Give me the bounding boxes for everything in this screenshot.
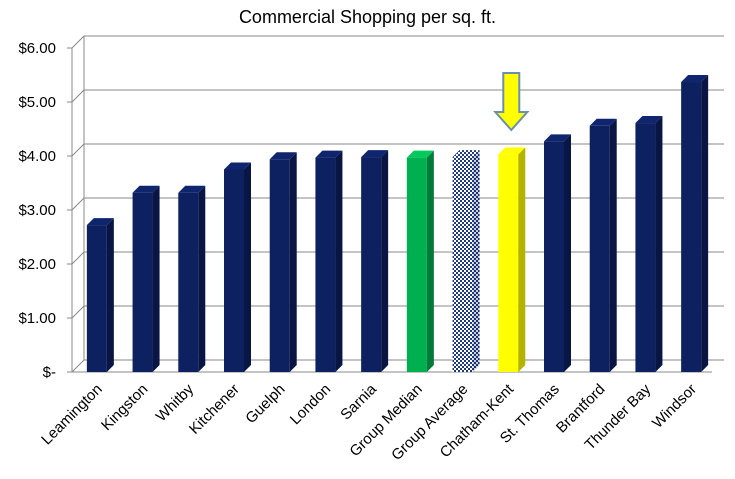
bar-front [589,125,610,372]
bar-front [269,159,290,372]
gridline-diag [71,35,85,49]
gridline-diag [71,305,85,319]
bar-front [681,82,702,373]
bar-top [178,185,206,193]
y-tick-label: $2.00 [18,256,56,273]
x-tick-label: Leamington [38,381,105,448]
bar-side [244,162,251,372]
bar-group-median [406,150,434,372]
bar-guelph [269,152,297,372]
highlight-arrow [493,72,530,132]
gridlines [71,35,724,373]
bar-side [426,150,434,372]
gridline-diag [71,359,85,373]
bar-side [564,134,571,372]
bar-kingston [132,185,160,372]
y-tick-label: $- [43,364,56,381]
bar-side [198,185,206,372]
bar-london [315,150,343,372]
x-tick-label: Sarnia [337,380,380,423]
bar-top [452,150,480,158]
bar-top [681,75,709,83]
gridline-diag [71,143,85,157]
bar-side [381,150,389,372]
bar-group-average [452,150,480,372]
bar-front [635,123,656,372]
bar-side [609,118,617,372]
bar-leamington [86,218,114,372]
bar-front [498,154,519,372]
bar-front [544,141,564,372]
bar-side [472,150,480,372]
bar-st-thomas [544,134,571,372]
bar-top [269,152,297,160]
x-tick-label: Windsor [649,381,700,432]
bar-side [152,185,160,372]
down-arrow-icon [493,72,530,132]
x-tick-label: London [287,381,334,428]
bar-top [635,116,663,124]
bar-top [224,162,251,170]
bar-windsor [681,75,709,373]
bar-kitchener [224,162,251,372]
bar-front [86,225,107,372]
bar-side [518,147,526,372]
x-tick-label: Kingston [98,381,151,434]
bar-front [132,192,153,372]
gridline-diag [71,251,85,265]
bar-side [106,218,114,372]
gridline-diag [71,89,85,103]
bar-front [406,157,427,372]
bar-top [498,147,526,155]
x-tick-label: Kitchener [186,381,243,438]
y-tick-label: $6.00 [18,40,56,57]
bar-thunder-bay [635,116,663,372]
bar-sarnia [361,150,389,372]
bar-side [289,152,297,372]
bar-top [86,218,114,226]
bar-front [361,157,382,372]
y-tick-label: $3.00 [18,202,56,219]
bar-top [361,150,389,158]
bar-top [406,150,434,158]
bar-front [315,157,336,372]
bar-side [701,75,709,373]
bar-chatham-kent [498,147,526,372]
bar-top [589,118,617,126]
bar-side [655,116,663,372]
bars [86,75,709,373]
y-tick-label: $5.00 [18,94,56,111]
y-tick-label: $1.00 [18,310,56,327]
bar-front [178,192,199,372]
bar-whitby [178,185,206,372]
bar-side [335,150,343,372]
chart-title: Commercial Shopping per sq. ft. [238,7,497,27]
bar-front [452,157,473,372]
bar-top [544,134,571,142]
y-tick-label: $4.00 [18,148,56,165]
bar-front [224,169,244,372]
bar-top [315,150,343,158]
bar-top [132,185,160,193]
x-tick-label: Guelph [242,381,288,427]
gridline-diag [71,197,85,211]
x-tick-label: Whitby [153,380,198,425]
bar-brantford [589,118,617,372]
